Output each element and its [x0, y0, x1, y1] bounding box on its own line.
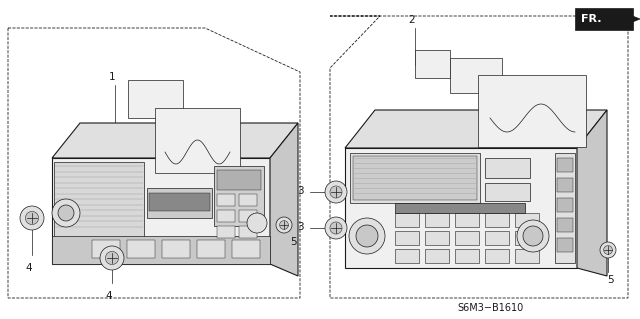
Text: 2: 2 — [409, 15, 415, 25]
Polygon shape — [52, 123, 298, 158]
Bar — [515, 213, 539, 227]
Bar — [395, 203, 525, 213]
Bar — [415, 50, 450, 78]
Circle shape — [600, 242, 616, 258]
Circle shape — [349, 218, 385, 254]
Circle shape — [52, 199, 80, 227]
Circle shape — [276, 217, 292, 233]
Bar — [485, 158, 530, 178]
Bar — [52, 236, 270, 264]
Circle shape — [356, 225, 378, 247]
Circle shape — [523, 226, 543, 246]
Bar — [557, 158, 573, 172]
Bar — [515, 231, 539, 245]
Bar — [395, 249, 419, 263]
Bar — [455, 249, 479, 263]
Bar — [147, 188, 212, 218]
Text: 1: 1 — [109, 72, 115, 82]
Bar — [557, 178, 573, 192]
Circle shape — [26, 211, 38, 225]
Bar — [127, 240, 155, 258]
Bar — [455, 213, 479, 227]
Polygon shape — [270, 123, 298, 276]
Bar — [232, 240, 260, 258]
Circle shape — [280, 221, 289, 229]
Text: 4: 4 — [26, 263, 32, 273]
Text: FR.: FR. — [581, 14, 602, 24]
Bar — [217, 194, 235, 206]
Circle shape — [330, 222, 342, 234]
Bar — [478, 75, 586, 147]
Bar — [197, 240, 225, 258]
Bar — [515, 249, 539, 263]
Bar — [455, 231, 479, 245]
Bar — [395, 231, 419, 245]
Text: 5: 5 — [290, 237, 296, 247]
Circle shape — [325, 181, 347, 203]
Bar — [149, 193, 210, 211]
Circle shape — [330, 186, 342, 198]
Polygon shape — [577, 110, 607, 276]
Bar — [52, 158, 270, 264]
Bar — [217, 170, 261, 190]
Bar — [162, 240, 190, 258]
Text: S6M3−B1610: S6M3−B1610 — [457, 303, 523, 313]
Bar — [239, 210, 257, 222]
Bar — [217, 210, 235, 222]
Bar — [395, 213, 419, 227]
Circle shape — [20, 206, 44, 230]
Circle shape — [58, 205, 74, 221]
Circle shape — [106, 251, 118, 264]
Bar — [557, 198, 573, 212]
Bar — [425, 213, 449, 227]
Circle shape — [604, 246, 612, 254]
Bar — [217, 226, 235, 238]
Polygon shape — [345, 110, 607, 148]
Polygon shape — [625, 13, 640, 25]
Bar — [485, 183, 530, 201]
Circle shape — [325, 217, 347, 239]
Circle shape — [247, 213, 267, 233]
Bar — [214, 166, 264, 226]
Bar — [425, 231, 449, 245]
Circle shape — [517, 220, 549, 252]
Text: 3: 3 — [298, 186, 304, 196]
Bar — [575, 8, 633, 30]
Bar — [345, 148, 577, 268]
Bar — [425, 249, 449, 263]
Text: 4: 4 — [106, 291, 112, 301]
Bar — [485, 249, 509, 263]
Bar — [485, 213, 509, 227]
Bar — [239, 226, 257, 238]
Bar — [557, 218, 573, 232]
Bar — [128, 80, 183, 118]
Bar — [450, 58, 502, 93]
Bar — [54, 162, 144, 237]
Bar — [557, 238, 573, 252]
Circle shape — [100, 246, 124, 270]
Bar — [239, 194, 257, 206]
Bar — [92, 240, 120, 258]
Text: 3: 3 — [298, 222, 304, 232]
Bar — [555, 153, 575, 263]
Bar — [485, 231, 509, 245]
Bar — [350, 153, 480, 203]
Bar — [353, 156, 477, 200]
Bar — [155, 108, 240, 173]
Text: 5: 5 — [607, 275, 613, 285]
